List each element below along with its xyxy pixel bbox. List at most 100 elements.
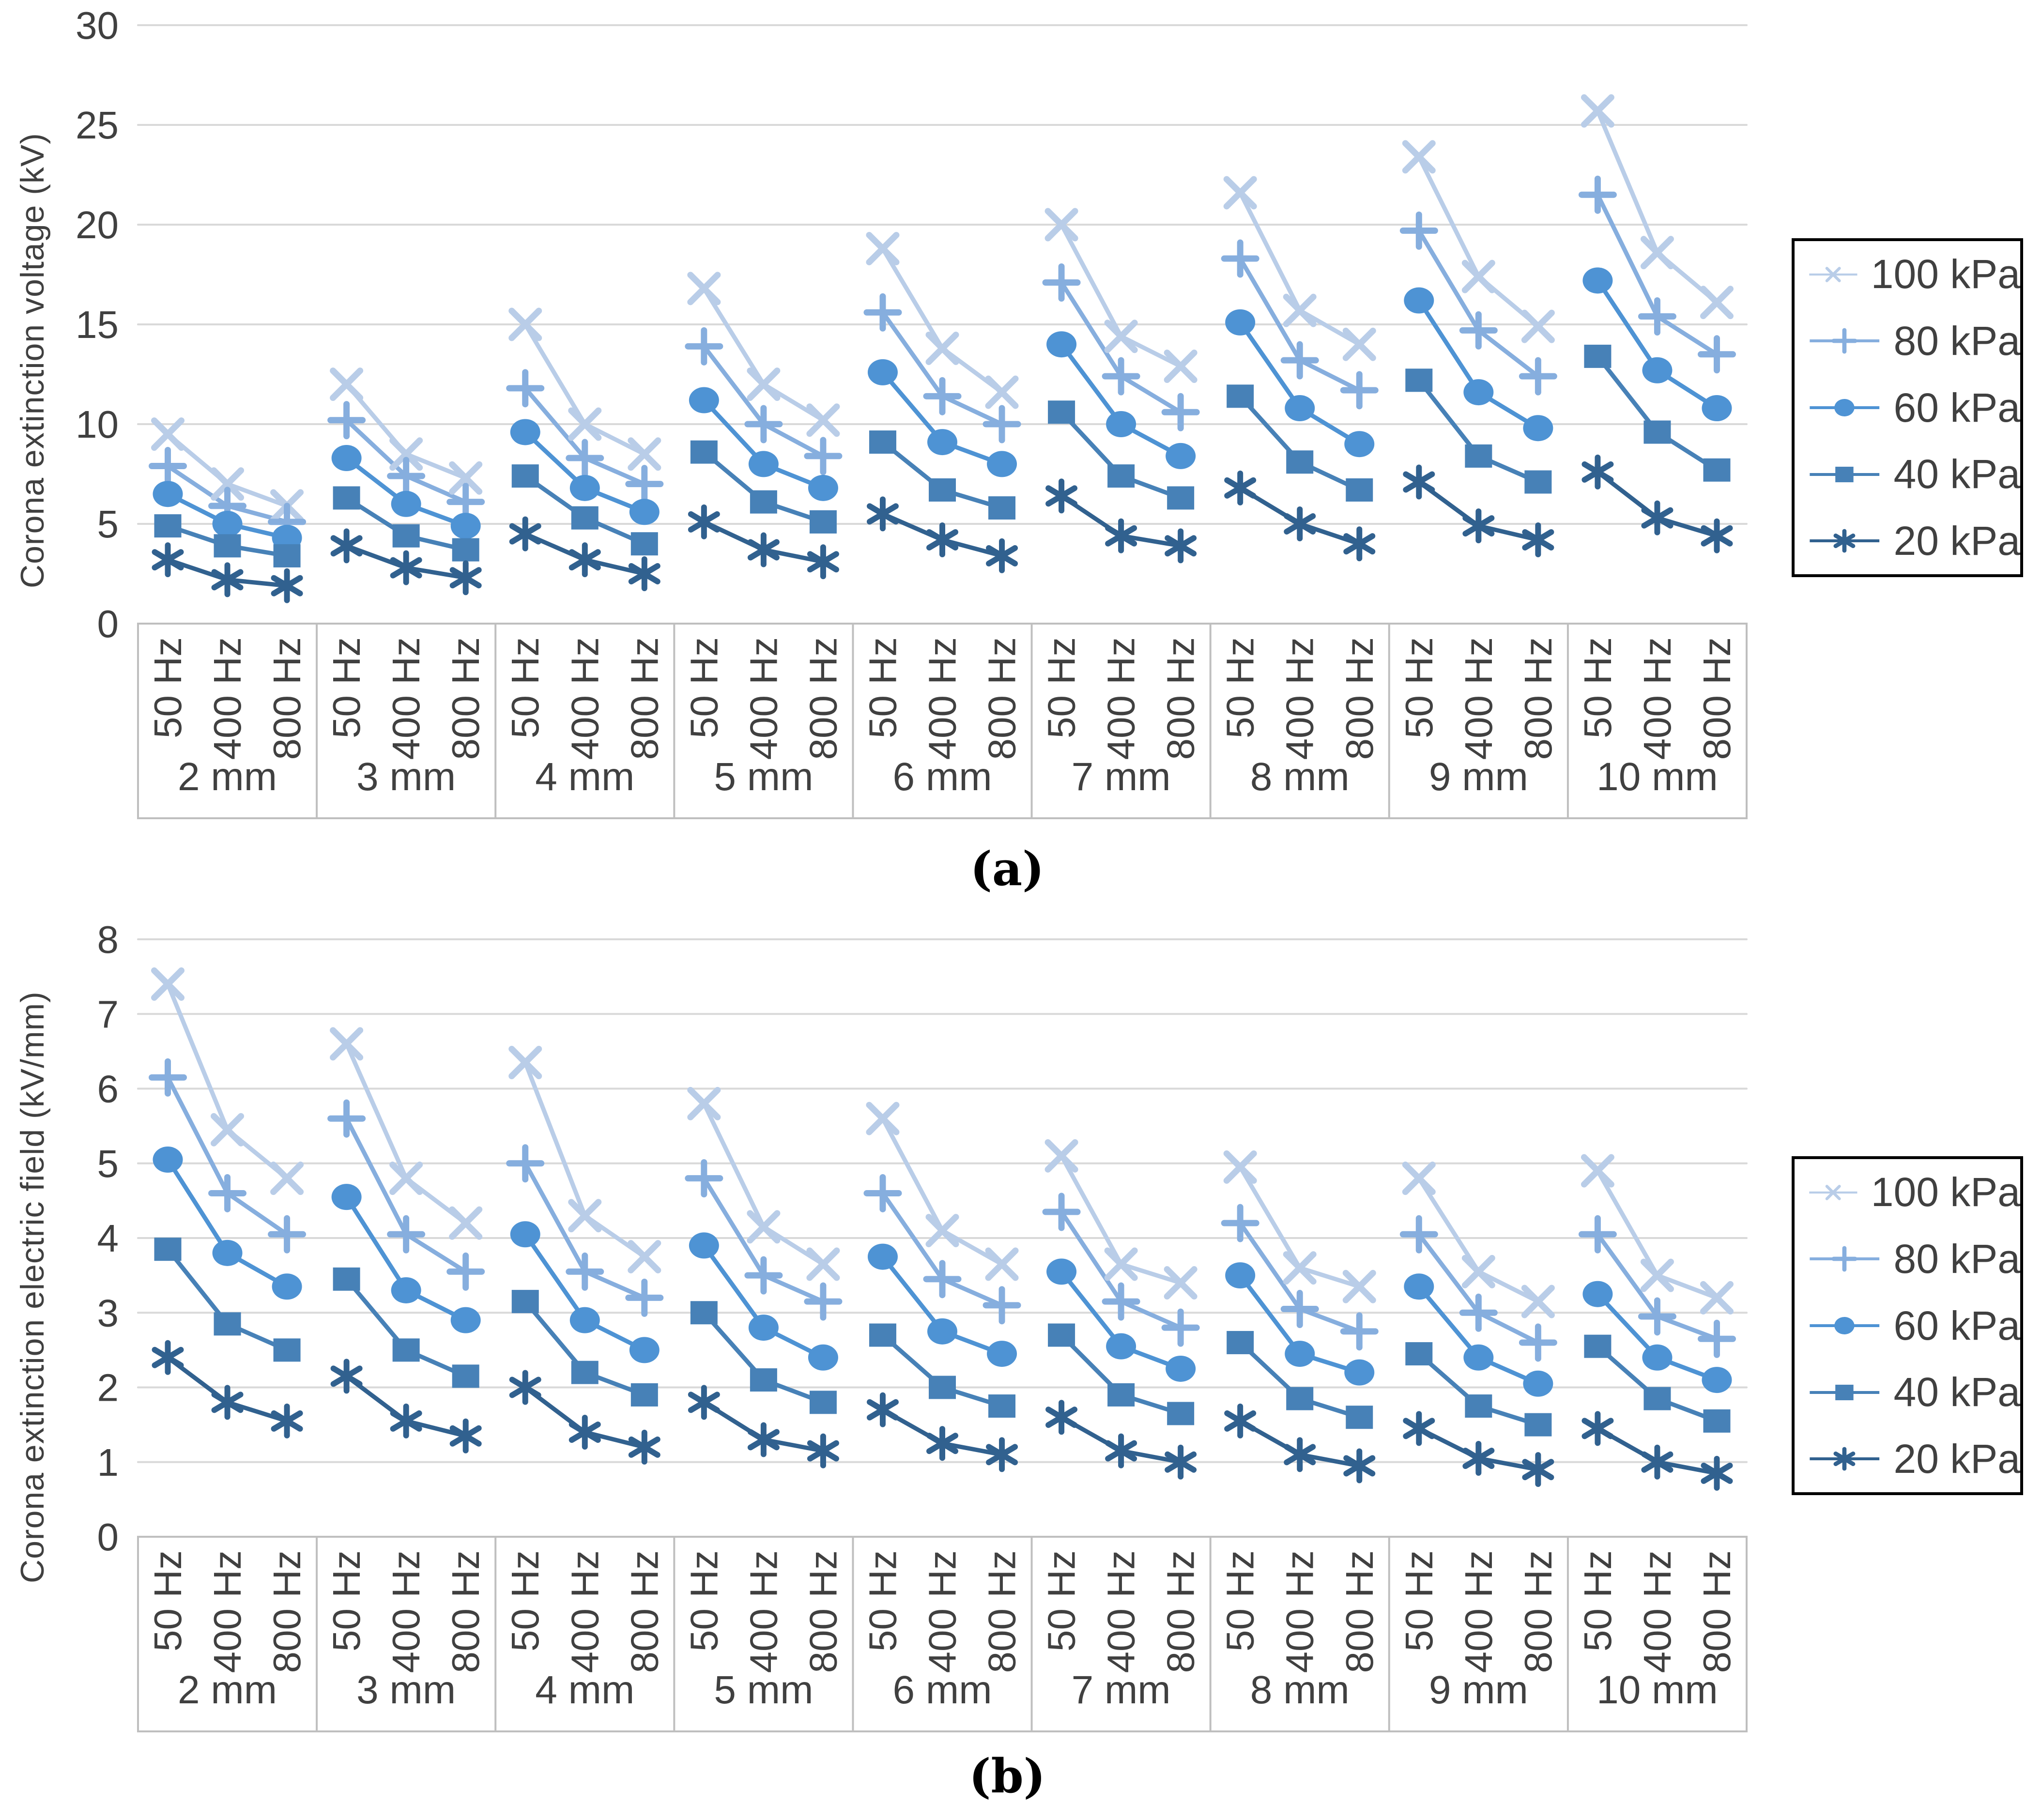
asterisk-marker-icon	[449, 567, 482, 589]
square-marker-icon	[452, 538, 479, 562]
legend-item-60-kpa: 60 kPa	[1795, 374, 2020, 441]
circle-marker-icon	[510, 419, 540, 445]
x-marker-icon	[1283, 1251, 1317, 1285]
caption-a: (a)	[970, 841, 1044, 896]
circle-marker-icon	[212, 1239, 243, 1266]
circle-marker-icon	[867, 359, 898, 385]
asterisk-marker-icon	[1462, 515, 1495, 537]
x-marker-icon	[806, 1247, 840, 1281]
circle-marker-icon	[1344, 431, 1375, 458]
freq-tick-label: 800 Hz	[1338, 1550, 1381, 1673]
square-marker-icon	[690, 1301, 718, 1325]
asterisk-marker-icon	[1522, 1459, 1554, 1481]
circle-marker-icon	[1106, 1333, 1136, 1360]
freq-tick-label: 400 Hz	[1636, 1550, 1679, 1673]
square-marker-icon	[869, 1323, 896, 1347]
x-marker-icon	[1283, 293, 1317, 327]
circle-marker-icon	[569, 1307, 600, 1333]
y-tick-label: 6	[97, 1068, 119, 1111]
x-marker-icon	[925, 331, 959, 365]
square-marker-icon	[750, 490, 777, 514]
x-marker-icon	[1164, 350, 1198, 383]
freq-tick-label: 50 Hz	[504, 637, 547, 738]
asterisk-marker-icon	[1284, 513, 1316, 535]
asterisk-marker-icon	[271, 575, 303, 596]
circle-marker-icon	[569, 474, 600, 501]
square-marker-icon	[1048, 1323, 1075, 1347]
chart-a-y-axis-title: Corona extinction voltage (kV)	[14, 133, 51, 588]
circle-marker-icon	[689, 1232, 719, 1259]
square-marker-icon	[1346, 1406, 1373, 1429]
freq-tick-label: 50 Hz	[1397, 1550, 1441, 1652]
freq-tick-label: 50 Hz	[146, 637, 189, 738]
asterisk-marker-icon	[1522, 529, 1554, 551]
x-marker-icon	[1104, 320, 1138, 353]
circle-marker-icon	[1225, 1262, 1256, 1289]
asterisk-marker-icon	[688, 511, 720, 533]
asterisk-marker-icon	[449, 1425, 482, 1447]
x-marker-icon	[1342, 327, 1376, 361]
freq-tick-label: 50 Hz	[504, 1550, 547, 1652]
group-label: 7 mm	[1072, 755, 1171, 799]
x-marker-icon	[568, 407, 602, 441]
circle-marker-icon	[1166, 443, 1196, 469]
square-marker-icon	[1167, 1402, 1195, 1425]
y-tick-label: 25	[76, 104, 119, 147]
plus-legend-marker-icon	[1810, 1246, 1880, 1272]
circle-marker-icon	[510, 1221, 540, 1248]
asterisk-marker-icon	[926, 529, 958, 551]
group-label: 7 mm	[1072, 1668, 1171, 1712]
freq-tick-label: 50 Hz	[1576, 637, 1619, 738]
legend-label: 40 kPa	[1893, 1369, 2020, 1415]
asterisk-marker-icon	[152, 1346, 184, 1368]
freq-tick-label: 400 Hz	[1636, 637, 1679, 760]
series-line-80-kpa	[1417, 229, 1540, 378]
asterisk-marker-icon	[568, 1422, 601, 1443]
square-marker-icon	[929, 1376, 956, 1399]
x-marker-icon	[985, 375, 1019, 409]
circle-marker-icon	[1523, 415, 1553, 442]
y-tick-label: 3	[97, 1291, 119, 1334]
asterisk-marker-icon	[807, 1440, 839, 1462]
asterisk-marker-icon	[509, 523, 541, 545]
square-marker-icon	[214, 1312, 241, 1336]
square-marker-icon	[1643, 1387, 1671, 1410]
freq-tick-label: 400 Hz	[1100, 637, 1143, 760]
circle-marker-icon	[1702, 395, 1732, 422]
asterisk-marker-icon	[747, 539, 780, 561]
square-marker-icon	[392, 524, 420, 548]
asterisk-marker-icon	[1403, 471, 1435, 493]
square-marker-icon	[1465, 444, 1492, 468]
asterisk-marker-icon	[509, 1376, 541, 1398]
x-marker-icon	[1044, 1139, 1078, 1173]
circle-marker-icon	[1463, 379, 1494, 406]
square-marker-icon	[1346, 478, 1373, 502]
x-marker-icon	[568, 1199, 602, 1233]
legend-label: 20 kPa	[1893, 518, 2020, 564]
legend-item-60-kpa: 60 kPa	[1795, 1292, 2020, 1359]
x-marker-icon	[628, 437, 661, 471]
x-marker-icon	[330, 367, 364, 401]
x-marker-icon	[1640, 1258, 1674, 1292]
y-tick-label: 15	[76, 303, 119, 346]
x-marker-icon	[1223, 1150, 1257, 1184]
freq-tick-label: 400 Hz	[1100, 1550, 1143, 1673]
group-label: 6 mm	[893, 1668, 992, 1712]
circle-marker-icon	[1404, 1273, 1434, 1300]
circle-marker-icon	[1582, 267, 1613, 294]
x-marker-icon	[449, 1206, 483, 1240]
asterisk-marker-icon	[807, 551, 839, 573]
square-marker-icon	[1286, 450, 1314, 474]
x-marker-icon	[449, 461, 483, 495]
asterisk-marker-icon	[1105, 525, 1137, 547]
circle-marker-icon	[748, 1315, 779, 1341]
freq-tick-label: 400 Hz	[742, 637, 785, 760]
asterisk-marker-icon	[1165, 1451, 1197, 1473]
square-marker-icon	[154, 514, 182, 538]
x-marker-icon	[330, 1027, 364, 1061]
asterisk-marker-icon	[1403, 1418, 1435, 1439]
asterisk-marker-icon	[1224, 1410, 1257, 1432]
freq-tick-label: 400 Hz	[1278, 1550, 1321, 1673]
asterisk-marker-icon	[747, 1429, 780, 1451]
